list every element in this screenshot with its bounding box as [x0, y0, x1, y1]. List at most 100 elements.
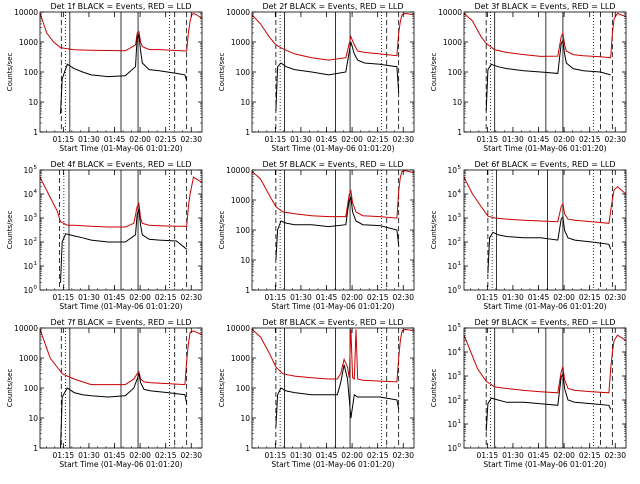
y-tick-label: 10 [452, 98, 462, 107]
x-tick-label: 01:45 [528, 293, 550, 302]
x-axis-label: Start Time (01-May-06 01:01:20) [59, 144, 182, 153]
x-tick-label: 01:15 [265, 293, 287, 302]
y-tick-label: 10000 [14, 324, 38, 333]
plot-frame [39, 169, 203, 291]
y-axis-label: Counts/sec [6, 211, 14, 250]
y-tick-exponent: 3 [34, 213, 38, 219]
y-tick-label: 10 [447, 262, 457, 271]
panel-title: Det 4f BLACK = Events, RED = LLD [50, 160, 191, 169]
y-tick-label: 10000 [226, 166, 250, 175]
y-tick-label: 10 [23, 262, 33, 271]
y-axis-label: Counts/sec [218, 369, 226, 408]
y-tick-label: 1000 [231, 354, 250, 363]
x-tick-label: 02:00 [129, 451, 151, 460]
series-line-lld [464, 176, 626, 224]
plot-frame [251, 11, 415, 133]
y-tick-label: 100 [236, 226, 251, 235]
x-tick-label: 02:15 [367, 135, 389, 144]
x-tick-label: 01:30 [502, 135, 524, 144]
y-tick-label: 1000 [19, 354, 38, 363]
y-tick-label: 1 [33, 128, 38, 137]
y-tick-label: 10 [447, 190, 457, 199]
panel-7: Det 7f BLACK = Events, RED = LLD 1 10 100 10… [6, 318, 203, 469]
x-tick-label: 02:30 [392, 451, 414, 460]
y-tick-label: 1000 [231, 196, 250, 205]
x-axis-label: Start Time (01-May-06 01:01:20) [271, 302, 394, 311]
x-tick-label: 02:00 [553, 293, 575, 302]
y-tick-label: 1 [457, 128, 462, 137]
panel-title: Det 7f BLACK = Events, RED = LLD [50, 318, 191, 327]
y-tick-label: 10 [447, 420, 457, 429]
x-tick-label: 02:30 [180, 135, 202, 144]
y-tick-label: 10 [447, 372, 457, 381]
y-tick-exponent: 0 [458, 443, 462, 449]
plot-frame [251, 327, 415, 449]
y-tick-label: 100 [24, 68, 39, 77]
x-tick-label: 01:30 [78, 135, 100, 144]
y-tick-label: 10 [23, 214, 33, 223]
x-tick-label: 01:15 [53, 451, 75, 460]
y-tick-exponent: 1 [458, 261, 462, 267]
y-axis-label: Counts/sec [430, 369, 438, 408]
x-tick-label: 02:30 [392, 135, 414, 144]
x-tick-label: 02:00 [553, 135, 575, 144]
x-tick-label: 02:00 [341, 451, 363, 460]
y-tick-exponent: 5 [34, 165, 38, 171]
y-axis-label: Counts/sec [218, 53, 226, 92]
panel-title: Det 2f BLACK = Events, RED = LLD [262, 2, 403, 11]
x-tick-label: 02:15 [579, 451, 601, 460]
y-tick-label: 10 [447, 348, 457, 357]
series-line-lld [252, 170, 414, 219]
y-tick-label: 100 [24, 384, 39, 393]
y-tick-label: 10000 [226, 8, 250, 17]
y-tick-label: 100 [236, 68, 251, 77]
series-line-lld [252, 12, 414, 61]
y-tick-exponent: 4 [34, 189, 38, 195]
y-tick-label: 10 [240, 414, 250, 423]
x-axis-label: Start Time (01-May-06 01:01:20) [59, 302, 182, 311]
x-axis-label: Start Time (01-May-06 01:01:20) [483, 144, 606, 153]
x-tick-label: 02:15 [367, 293, 389, 302]
y-tick-label: 10 [23, 286, 33, 295]
x-tick-label: 02:15 [367, 451, 389, 460]
y-tick-label: 100 [236, 384, 251, 393]
x-tick-label: 01:15 [477, 135, 499, 144]
y-tick-exponent: 2 [458, 237, 462, 243]
series-line-events [60, 207, 188, 283]
x-tick-label: 01:45 [316, 293, 338, 302]
y-tick-label: 10 [447, 214, 457, 223]
y-tick-label: 10 [23, 166, 33, 175]
y-tick-label: 1 [245, 444, 250, 453]
y-tick-label: 1000 [443, 38, 462, 47]
panel-title: Det 9f BLACK = Events, RED = LLD [474, 318, 615, 327]
series-line-events [275, 196, 400, 261]
panel-3: Det 3f BLACK = Events, RED = LLD 1 10 100 10… [430, 2, 627, 153]
x-tick-label: 02:30 [180, 293, 202, 302]
x-tick-label: 01:15 [53, 293, 75, 302]
y-tick-label: 10 [447, 286, 457, 295]
y-tick-label: 10 [240, 256, 250, 265]
x-tick-label: 02:00 [553, 451, 575, 460]
y-tick-exponent: 4 [458, 189, 462, 195]
series-line-events [485, 372, 612, 432]
y-tick-exponent: 1 [458, 419, 462, 425]
y-tick-label: 10000 [226, 324, 250, 333]
x-axis-label: Start Time (01-May-06 01:01:20) [271, 460, 394, 469]
x-tick-label: 01:30 [290, 293, 312, 302]
y-tick-label: 10000 [438, 8, 462, 17]
panel-1: Det 1f BLACK = Events, RED = LLD 1 10 100 10… [6, 2, 203, 153]
y-axis-label: Counts/sec [430, 53, 438, 92]
series-line-events [60, 34, 188, 114]
plot-frame [463, 327, 627, 449]
plot-frame [251, 169, 415, 291]
y-tick-label: 1 [245, 128, 250, 137]
x-tick-label: 02:00 [129, 135, 151, 144]
y-tick-label: 10 [447, 166, 457, 175]
x-tick-label: 02:30 [604, 135, 626, 144]
y-tick-exponent: 0 [34, 285, 38, 291]
panel-5: Det 5f BLACK = Events, RED = LLD 1 10 100 10… [218, 160, 415, 311]
series-line-events [487, 215, 612, 274]
